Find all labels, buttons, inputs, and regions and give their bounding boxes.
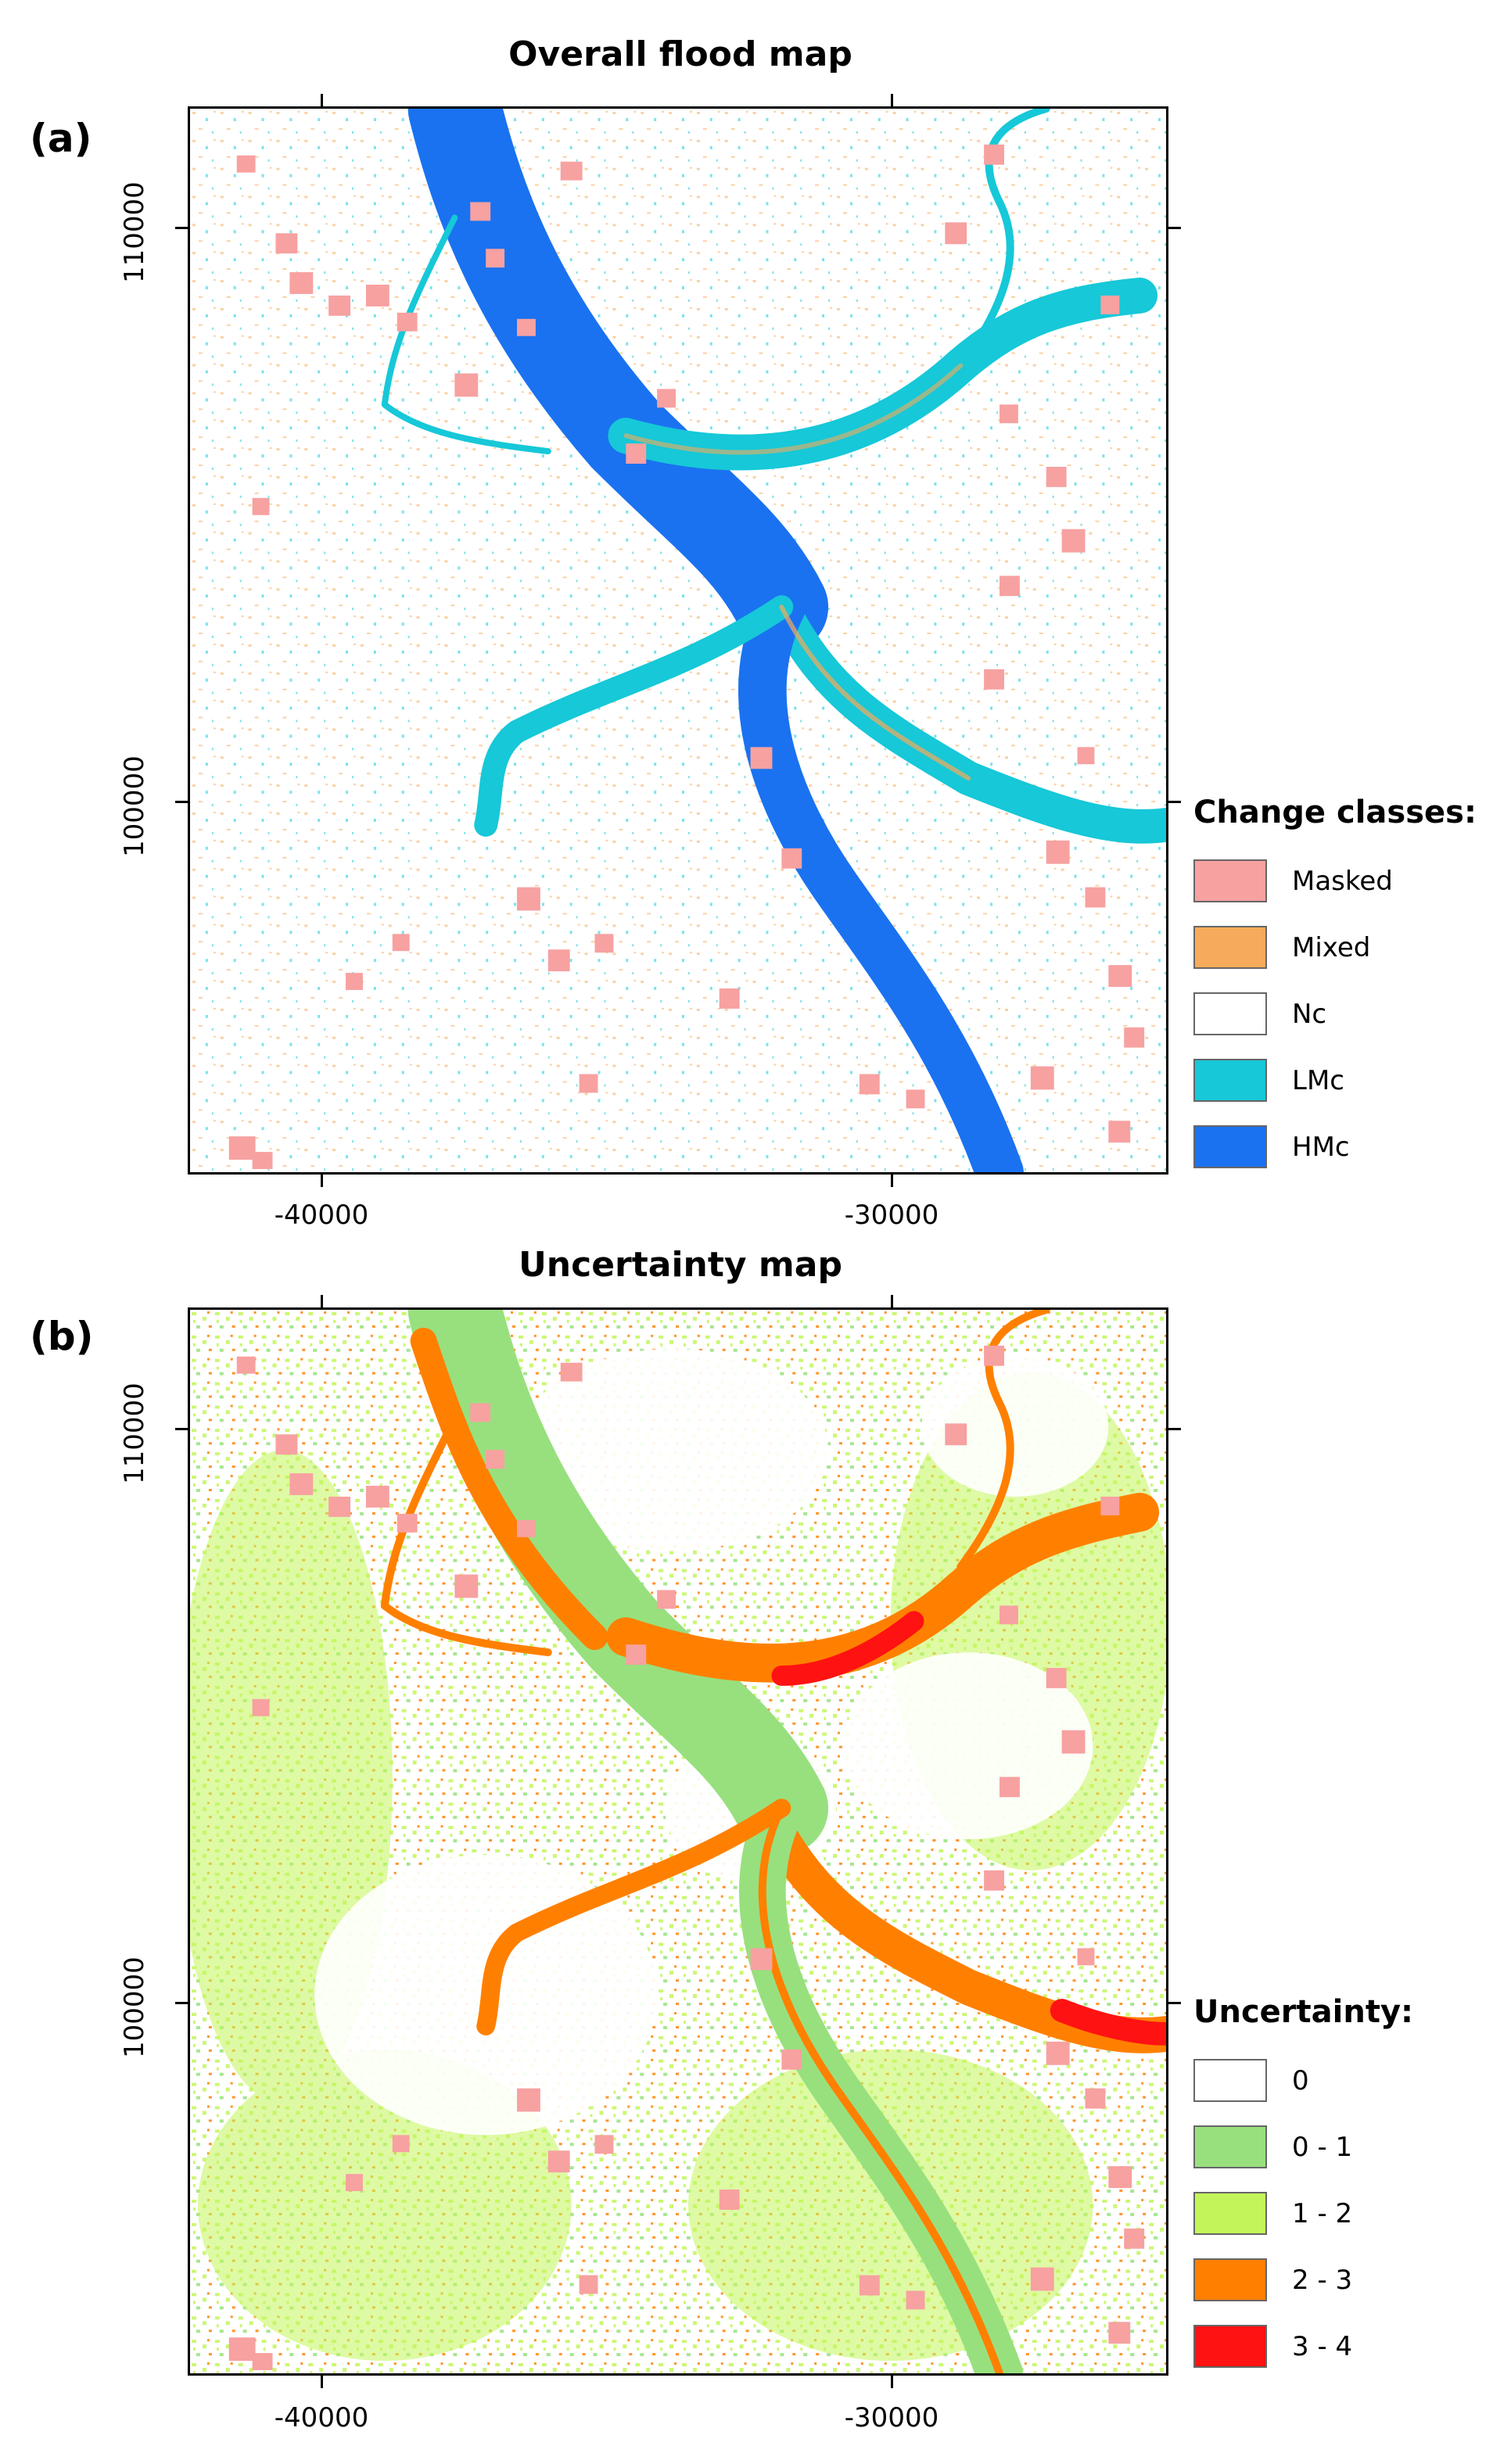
legend-swatch [1193, 2059, 1267, 2102]
legend-item: Nc [1193, 981, 1491, 1047]
legend-label: HMc [1292, 1131, 1350, 1163]
flood-map-canvas [190, 109, 1166, 1172]
legend-item: Masked [1193, 848, 1491, 914]
legend-item: HMc [1193, 1114, 1491, 1180]
panel-a-xtick-left-top [321, 94, 323, 106]
panel-b-ytick-top-left [175, 1428, 188, 1430]
legend-label: 0 - 1 [1292, 2131, 1353, 2163]
panel-b-xtick-right-top [891, 1295, 893, 1307]
panel-a-ytick-label: 110000 [119, 181, 150, 283]
panel-a-ytick-label: 100000 [119, 755, 150, 857]
panel-a-xtick-label: -40000 [274, 1200, 369, 1231]
legend-item: 3 - 4 [1193, 2313, 1491, 2380]
legend-title: Change classes: [1193, 794, 1477, 830]
legend-label: 3 - 4 [1292, 2330, 1353, 2362]
legend-label: Nc [1292, 998, 1327, 1030]
uncertainty-map-canvas [190, 1310, 1166, 2373]
legend-label: 0 [1292, 2064, 1309, 2096]
uncertainty-legend: Uncertainty: 0 0 - 1 1 - 2 2 - 3 3 - 4 [1193, 1994, 1491, 2380]
legend-swatch [1193, 1125, 1267, 1168]
change-classes-legend: Change classes: Masked Mixed Nc LMc HMc [1193, 794, 1491, 1180]
legend-label: 1 - 2 [1292, 2197, 1353, 2229]
panel-a-ytick-bottom-left [175, 801, 188, 803]
legend-item: LMc [1193, 1047, 1491, 1114]
panel-b-ytick-top-right [1168, 1428, 1181, 1430]
panel-a-xtick-right-top [891, 94, 893, 106]
panel-b-xtick-left-bottom [321, 2376, 323, 2388]
panel-a-label: (a) [30, 116, 92, 161]
legend-swatch [1193, 859, 1267, 902]
legend-label: Masked [1292, 865, 1393, 897]
flood-map [188, 106, 1168, 1175]
legend-swatch [1193, 1059, 1267, 1102]
panel-a-xtick-left-bottom [321, 1175, 323, 1187]
legend-item: 0 - 1 [1193, 2114, 1491, 2180]
panel-b-label: (b) [30, 1314, 94, 1359]
panel-a-xtick-right-bottom [891, 1175, 893, 1187]
legend-swatch [1193, 2258, 1267, 2301]
legend-title: Uncertainty: [1193, 1994, 1414, 2030]
legend-swatch [1193, 2325, 1267, 2368]
panel-b-ytick-label: 110000 [119, 1383, 150, 1484]
legend-label: Mixed [1292, 931, 1371, 963]
legend-item: 0 [1193, 2047, 1491, 2114]
panel-a-ytick-bottom-right [1168, 801, 1181, 803]
panel-a-title: Overall flood map [508, 34, 852, 74]
panel-b-ytick-bottom-left [175, 2002, 188, 2004]
legend-item: Mixed [1193, 914, 1491, 981]
legend-swatch [1193, 992, 1267, 1035]
panel-a-ytick-top-left [175, 227, 188, 229]
panel-a-ytick-top-right [1168, 227, 1181, 229]
panel-b-ytick-bottom-right [1168, 2002, 1181, 2004]
panel-b-title: Uncertainty map [519, 1245, 842, 1285]
legend-item: 2 - 3 [1193, 2247, 1491, 2313]
legend-label: 2 - 3 [1292, 2264, 1353, 2296]
panel-b-xtick-label: -40000 [274, 2402, 369, 2434]
legend-swatch [1193, 926, 1267, 969]
panel-b-xtick-label: -30000 [844, 2402, 939, 2434]
panel-a-xtick-label: -30000 [844, 1200, 939, 1231]
legend-swatch [1193, 2125, 1267, 2168]
legend-label: LMc [1292, 1064, 1344, 1096]
uncertainty-map [188, 1307, 1168, 2376]
legend-item: 1 - 2 [1193, 2180, 1491, 2247]
panel-b-xtick-left-top [321, 1295, 323, 1307]
panel-b-xtick-right-bottom [891, 2376, 893, 2388]
legend-swatch [1193, 2192, 1267, 2235]
panel-b-ytick-label: 100000 [119, 1956, 150, 2058]
